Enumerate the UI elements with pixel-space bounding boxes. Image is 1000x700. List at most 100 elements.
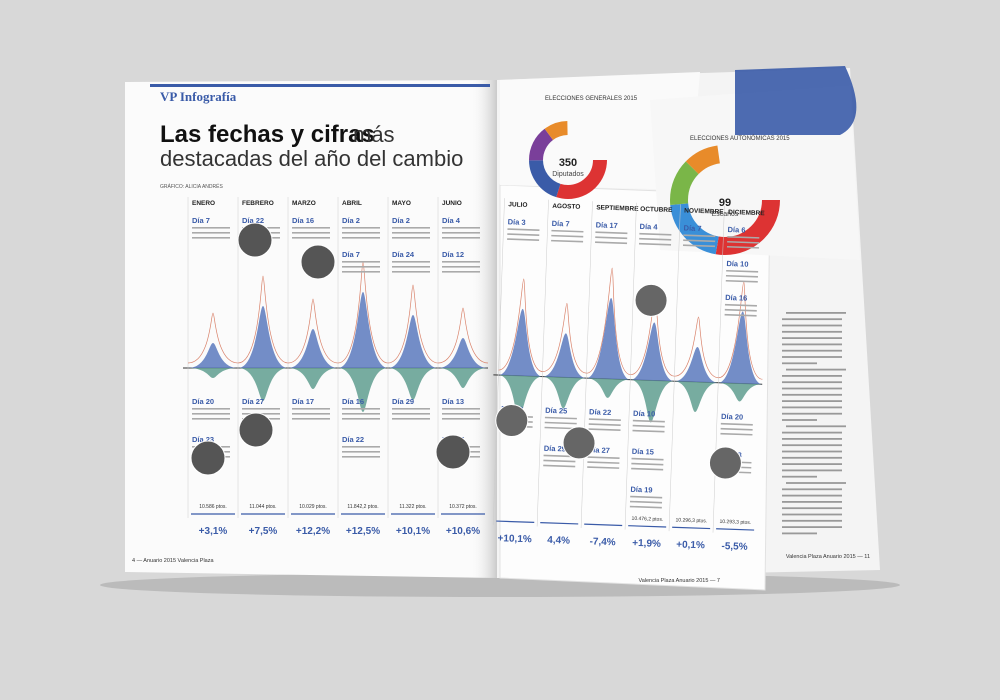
value-rule bbox=[496, 520, 535, 524]
text-line bbox=[543, 459, 576, 463]
event-day: Día 2 bbox=[342, 216, 360, 225]
text-line bbox=[342, 456, 380, 458]
wave-down bbox=[188, 368, 238, 378]
donut-segment bbox=[529, 121, 607, 199]
text-line bbox=[782, 349, 842, 352]
text-line bbox=[587, 466, 620, 469]
text-line bbox=[392, 261, 430, 263]
wave-up bbox=[288, 329, 338, 368]
event-day: Día 3 bbox=[508, 217, 526, 227]
text-line bbox=[192, 413, 230, 415]
text-line bbox=[631, 462, 664, 466]
index-change: +3,1% bbox=[199, 526, 228, 537]
text-line bbox=[342, 271, 380, 273]
text-line bbox=[292, 232, 330, 234]
text-line bbox=[724, 308, 757, 312]
text-line bbox=[392, 271, 430, 273]
wave-up bbox=[338, 292, 388, 368]
text-line bbox=[342, 227, 380, 229]
text-line bbox=[442, 237, 480, 239]
text-line bbox=[632, 419, 665, 423]
text-line bbox=[782, 469, 842, 472]
text-line bbox=[442, 227, 480, 229]
text-line bbox=[782, 318, 842, 321]
event-day: Día 12 bbox=[442, 250, 464, 259]
text-line bbox=[442, 413, 480, 415]
text-line bbox=[683, 239, 716, 243]
column-rule bbox=[492, 198, 505, 525]
wave-down bbox=[338, 368, 388, 412]
wave-up bbox=[188, 343, 238, 368]
text-line bbox=[782, 450, 842, 453]
text-line bbox=[342, 261, 380, 263]
text-line bbox=[442, 266, 480, 268]
text-line bbox=[551, 234, 584, 238]
text-line bbox=[683, 234, 716, 238]
timeline-left: ENERO Día 7 Día 20 Día 23 10.586 ptos. +3,1% F… bbox=[183, 197, 489, 537]
text-line bbox=[725, 274, 758, 278]
text-line bbox=[782, 343, 842, 346]
trend-curve bbox=[437, 307, 489, 364]
text-line bbox=[507, 233, 540, 237]
event-day: Día 10 bbox=[633, 409, 655, 419]
text-line bbox=[782, 475, 817, 478]
text-line bbox=[724, 313, 757, 317]
event-day: Día 27 bbox=[242, 397, 264, 406]
text-line bbox=[782, 431, 842, 434]
text-line bbox=[342, 232, 380, 234]
index-change: +12,5% bbox=[346, 526, 380, 537]
wave-down bbox=[288, 368, 338, 389]
column-rule bbox=[668, 204, 681, 532]
title-rest: más bbox=[353, 122, 395, 147]
value-rule bbox=[540, 522, 579, 525]
index-change: +10,6% bbox=[446, 526, 480, 537]
donut-segment bbox=[670, 145, 780, 255]
text-line bbox=[782, 488, 842, 491]
photo bbox=[237, 222, 273, 258]
text-line bbox=[588, 423, 621, 426]
month-name: DICIEMBRE bbox=[728, 209, 765, 217]
text-line bbox=[442, 271, 480, 273]
text-line bbox=[786, 482, 846, 484]
text-line bbox=[782, 324, 842, 327]
text-line bbox=[587, 461, 620, 464]
text-line bbox=[192, 418, 230, 420]
text-line bbox=[544, 421, 577, 425]
text-line bbox=[639, 237, 672, 241]
trend-curve bbox=[674, 316, 719, 379]
month-name: MARZO bbox=[292, 200, 316, 207]
wave-down bbox=[438, 368, 488, 388]
month-name: JULIO bbox=[508, 201, 527, 209]
event-day: Día 17 bbox=[596, 220, 618, 230]
index-change: 4,4% bbox=[547, 535, 570, 547]
text-line bbox=[727, 235, 760, 239]
index-change: +10,1% bbox=[396, 526, 430, 537]
index-change: -5,5% bbox=[721, 541, 748, 553]
index-close: 11.842,2 ptos. bbox=[347, 504, 378, 510]
trend-curve bbox=[187, 312, 239, 364]
text-line bbox=[632, 424, 665, 428]
page-footer: 4 — Anuario 2015 Valencia Plaza bbox=[132, 558, 214, 564]
index-change: +7,5% bbox=[249, 526, 278, 537]
text-line bbox=[242, 408, 280, 410]
text-line bbox=[631, 467, 664, 471]
value-rule bbox=[628, 525, 667, 528]
text-line bbox=[392, 413, 430, 415]
event-day: Día 7 bbox=[683, 223, 701, 233]
text-line bbox=[392, 408, 430, 410]
text-line bbox=[342, 418, 380, 420]
photo bbox=[435, 434, 471, 470]
wave-up bbox=[498, 308, 543, 377]
text-line bbox=[782, 419, 817, 421]
wave-up bbox=[238, 306, 288, 368]
text-line bbox=[720, 427, 753, 431]
text-line bbox=[544, 426, 577, 430]
text-line bbox=[442, 418, 480, 420]
text-line bbox=[342, 446, 380, 448]
cover-fragment bbox=[735, 66, 857, 135]
index-close: 11.044 ptos. bbox=[249, 504, 276, 510]
elections-panel bbox=[500, 72, 700, 190]
text-line bbox=[392, 237, 430, 239]
month-name: ABRIL bbox=[342, 200, 362, 207]
index-change: +1,9% bbox=[632, 538, 661, 550]
